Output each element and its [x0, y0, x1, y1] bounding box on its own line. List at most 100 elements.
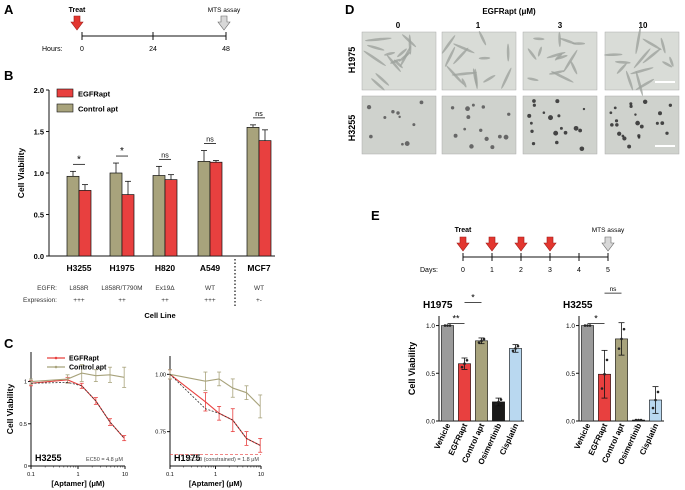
- series-line-control-apt: [169, 373, 261, 407]
- cell-shape: [527, 113, 532, 118]
- cell-shape: [625, 70, 634, 91]
- legend-label: Control apt: [78, 105, 118, 114]
- cell-shape: [642, 48, 661, 64]
- replicate-dot: [497, 400, 500, 404]
- cell-shape: [461, 78, 467, 88]
- replicate-dot: [448, 324, 452, 327]
- x-tick-label: 0.1: [27, 472, 35, 478]
- cell-shape: [557, 114, 561, 118]
- panel-b-bar-chart: 0.0 0.5 1.0 1.5 2.0 Cell Viability * H3255 L858R…: [16, 86, 275, 320]
- cell-shape: [484, 136, 489, 142]
- cell-shape: [478, 56, 491, 60]
- cell-shape: [506, 43, 510, 62]
- cell-shape: [530, 129, 534, 133]
- panel-label-d: D: [345, 2, 354, 17]
- y-tick-label: 0.5: [34, 211, 44, 220]
- egfr-row-label: EGFR:: [37, 285, 57, 292]
- cell-shape: [556, 54, 568, 60]
- cell-shape: [614, 60, 631, 64]
- cell-shape: [634, 113, 637, 116]
- cell-shape: [400, 45, 412, 67]
- y-axis-title: Cell Viability: [16, 148, 26, 199]
- panel-label-a: A: [4, 2, 14, 17]
- cell-shape: [635, 70, 643, 96]
- cell-shape: [615, 123, 619, 127]
- y-tick-label: 1.0: [34, 169, 44, 178]
- legend-label: EGFRapt: [78, 90, 111, 99]
- timeline-tick-label: 4: [577, 267, 581, 274]
- cell-shape: [570, 60, 578, 75]
- concentration-header: 0: [396, 21, 401, 30]
- treat-arrow-icon: [514, 236, 528, 252]
- replicate-dot: [656, 390, 660, 394]
- micrograph-image: [441, 95, 517, 155]
- cell-shape: [614, 119, 619, 123]
- micrograph-row-label: H3255: [347, 115, 357, 142]
- cell-shape: [635, 27, 641, 55]
- cell-shape: [548, 115, 553, 121]
- cell-shape: [621, 134, 625, 138]
- category-label: MCF7: [247, 263, 270, 273]
- cell-shape: [465, 106, 470, 112]
- y-tick-label: 2.0: [34, 86, 44, 95]
- y-tick-label: 1.5: [34, 128, 44, 137]
- bar-egfrapt: [78, 190, 92, 257]
- cell-shape: [398, 115, 401, 119]
- cell-shape: [531, 141, 536, 146]
- cell-shape: [401, 142, 404, 146]
- cell-shape: [483, 74, 496, 83]
- cell-shape: [471, 103, 475, 107]
- cell-shape: [404, 141, 410, 147]
- cell-shape: [665, 131, 669, 135]
- concentration-header: 3: [558, 21, 563, 30]
- bar-egfrapt: [258, 140, 272, 257]
- cell-shape: [549, 70, 565, 75]
- timeline-tick-label: 48: [222, 46, 230, 53]
- replicate-dot: [634, 418, 638, 422]
- cell-shape: [479, 128, 483, 132]
- category-label: H1975: [109, 263, 134, 273]
- concentration-header: 10: [639, 21, 648, 30]
- egfr-mutation-label: Ex19Δ: [155, 285, 175, 292]
- cell-shape: [444, 46, 456, 67]
- cell-shape: [529, 121, 533, 125]
- cell-shape: [579, 146, 585, 152]
- replicate-dot: [620, 337, 623, 341]
- bar-egfrapt: [164, 179, 178, 257]
- cell-shape: [582, 107, 586, 111]
- panel-label-b: B: [4, 68, 13, 83]
- ec50-label: EC50 (constrained) = 1.8 μM: [188, 457, 259, 463]
- replicate-dot: [477, 341, 481, 344]
- replicate-dot: [603, 372, 606, 376]
- cell-shape: [662, 61, 673, 68]
- cell-shape: [642, 38, 662, 51]
- cell-shape: [386, 54, 401, 72]
- cell-shape: [453, 47, 469, 65]
- replicate-dot: [465, 358, 469, 362]
- cell-shape: [551, 71, 574, 83]
- days-label: Days:: [420, 267, 438, 274]
- cell-shape: [559, 126, 563, 130]
- cell-shape: [604, 53, 623, 57]
- micrograph-image: [361, 95, 437, 155]
- timeline-tick-label: 5: [606, 267, 610, 274]
- cell-shape: [463, 127, 467, 131]
- cell-shape: [669, 56, 674, 67]
- legend-marker: [54, 356, 58, 360]
- cell-shape: [501, 67, 512, 89]
- replicate-dot: [499, 398, 503, 401]
- y-tick-label: 1.0: [566, 323, 575, 330]
- replicate-dot: [605, 358, 609, 362]
- cell-shape: [366, 104, 372, 110]
- cell-shape: [533, 37, 545, 41]
- x-tick-label: 10: [258, 472, 264, 478]
- mts-assay-label: MTS assay: [592, 227, 625, 234]
- chart-title: H3255: [563, 300, 593, 311]
- timeline-tick-label: 0: [80, 46, 84, 53]
- mts-assay-label: MTS assay: [208, 7, 241, 14]
- cell-shape: [573, 125, 579, 131]
- cell-shape: [610, 123, 614, 127]
- y-tick-label: 0.75: [155, 430, 166, 436]
- replicate-dot: [516, 344, 520, 348]
- cell-shape: [383, 51, 396, 56]
